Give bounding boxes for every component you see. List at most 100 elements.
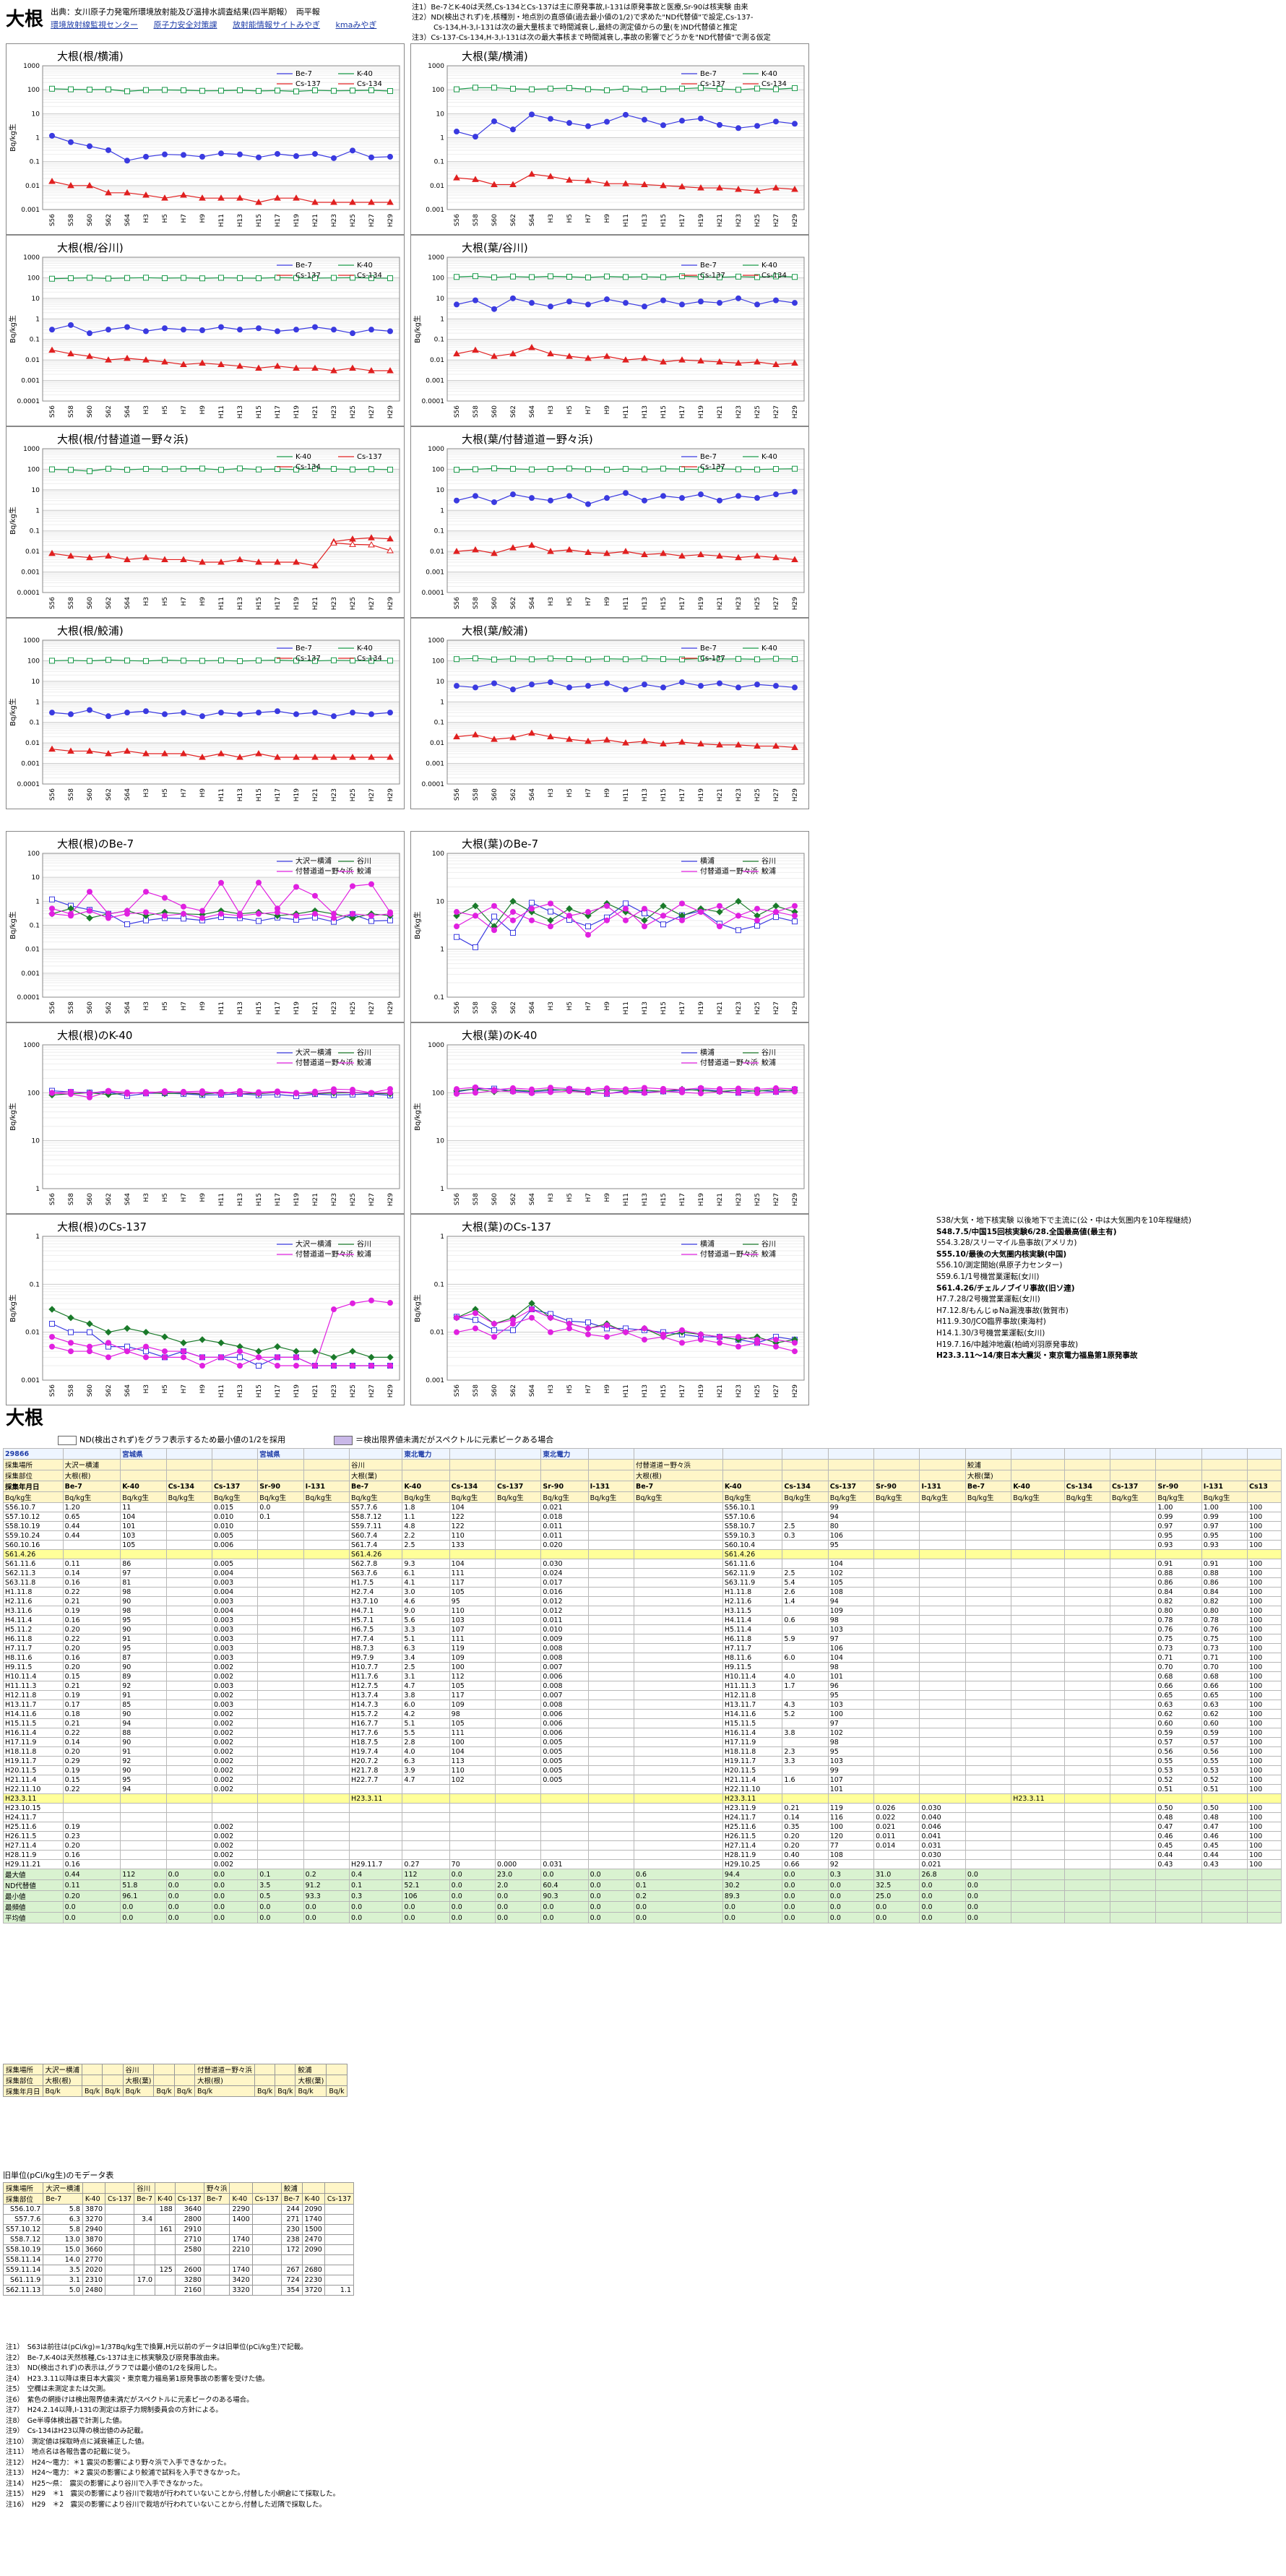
table-cell: Cs13	[1247, 1481, 1282, 1492]
table-cell: 103	[827, 1624, 875, 1634]
data-point	[330, 199, 337, 205]
table-cell	[919, 1728, 966, 1738]
data-point	[548, 116, 553, 122]
table-cell	[134, 2254, 156, 2265]
data-point	[754, 923, 760, 929]
table-cell	[1063, 1775, 1110, 1785]
table-cell: 宮城県	[120, 1448, 167, 1460]
data-point	[472, 493, 478, 499]
table-cell: 112	[449, 1671, 496, 1681]
x-tick-label: H19	[698, 1384, 705, 1397]
data-point	[217, 558, 225, 565]
data-point	[491, 903, 497, 909]
x-tick-label: H21	[312, 1001, 319, 1015]
data-point	[472, 346, 479, 353]
table-cell	[964, 1812, 1012, 1822]
data-point	[86, 353, 93, 359]
source-link-0[interactable]: 環境放射線監視センター	[51, 20, 138, 30]
table-cell	[587, 1803, 634, 1813]
data-point	[792, 1085, 798, 1092]
table-cell: 0.48	[1155, 1812, 1202, 1822]
table-row: H8.11.6 0.16 87 0.003 H9.7.9 3.4 109 0.008 H8.11…	[3, 1653, 1282, 1663]
table-cell: 0.0	[964, 1879, 1012, 1891]
table-cell: 2.5	[402, 1540, 450, 1550]
table-cell	[251, 2275, 282, 2286]
x-tick-label: H27	[773, 788, 780, 801]
data-point	[275, 708, 280, 715]
x-tick-label: S64	[529, 1384, 536, 1397]
table-cell: 113	[449, 1756, 496, 1766]
table-cell: Be-7	[633, 1481, 723, 1492]
table-cell	[155, 2182, 176, 2194]
table-cell	[303, 1643, 350, 1653]
table-cell	[203, 2234, 230, 2245]
table-cell: 172	[280, 2244, 303, 2255]
table-cell: 0.59	[1201, 1728, 1248, 1738]
table-cell: S62.7.8	[349, 1559, 403, 1569]
table-cell	[495, 1587, 542, 1597]
table-row: H15.11.5 0.21 94 0.002 H16.7.7 5.1 105 0.006 H15…	[3, 1718, 1282, 1728]
table-cell	[1109, 1901, 1157, 1913]
table-cell: 0.15	[62, 1775, 121, 1785]
table-cell	[1011, 1831, 1065, 1841]
table-cell: 3640	[174, 2204, 204, 2215]
table-cell: Bq/kg生	[964, 1491, 1012, 1503]
table-cell: 0.20	[62, 1746, 121, 1757]
source-link-1[interactable]: 原子力安全対策課	[153, 20, 217, 30]
table-cell	[919, 1502, 966, 1512]
data-point	[679, 85, 685, 92]
data-point	[528, 171, 535, 177]
table-cell	[722, 1470, 783, 1481]
table-cell: 0.0	[495, 1912, 542, 1924]
x-tick-label: H23	[735, 597, 743, 610]
table-row: H22.11.10 0.22 94 0.002 H22.11.10 101 0.51 0.51…	[3, 1784, 1282, 1794]
data-point	[105, 356, 112, 363]
table-cell	[495, 1709, 542, 1719]
data-point	[274, 194, 281, 201]
data-point	[773, 1085, 779, 1091]
table-cell	[203, 2214, 230, 2225]
table-cell: 0.6	[782, 1615, 829, 1625]
table-cell: 採集年月日	[3, 2085, 43, 2097]
data-point	[87, 87, 92, 93]
table-cell	[1109, 1606, 1157, 1616]
data-point	[566, 905, 573, 913]
table-cell	[120, 1831, 167, 1841]
source-link-3[interactable]: kmaみやぎ	[335, 20, 377, 30]
x-tick-label: H29	[387, 214, 394, 227]
x-tick-label: H27	[773, 1384, 780, 1397]
table-cell	[165, 1822, 212, 1832]
table-cell: 105	[449, 1681, 496, 1691]
data-point	[622, 180, 629, 186]
table-cell: 0.0	[62, 1912, 121, 1924]
table-cell: Bq/k	[153, 2085, 175, 2097]
data-point	[330, 539, 337, 546]
table-cell: Bq/kg生	[873, 1491, 920, 1503]
table-cell: H8.7.3	[349, 1643, 403, 1653]
table-cell	[1011, 1746, 1065, 1757]
table-cell: Be-7	[203, 2193, 230, 2205]
legend-label: Cs-137	[295, 655, 321, 663]
data-point	[585, 123, 591, 129]
data-point	[68, 657, 74, 663]
table-cell	[1063, 1869, 1110, 1880]
table-cell: 4.1	[402, 1577, 450, 1588]
source-link-2[interactable]: 放射能情報サイトみやぎ	[233, 20, 320, 30]
table-cell	[165, 1840, 212, 1851]
table-cell	[1011, 1459, 1065, 1470]
x-tick-label: H23	[331, 1384, 338, 1397]
legend-label: 大沢ー横浦	[295, 1048, 332, 1057]
table-cell	[324, 2275, 355, 2286]
footnote-line: 注4） H23.3.11以降は東日本大震災・東京電力福島第1原発事故の影響を受け…	[6, 2374, 269, 2383]
data-point	[697, 740, 704, 746]
table-cell: 0.80	[1201, 1606, 1248, 1616]
table-cell	[1011, 1448, 1065, 1460]
table-cell	[155, 2285, 176, 2296]
data-point	[162, 151, 168, 158]
data-point	[491, 1327, 497, 1333]
data-point	[472, 1084, 478, 1090]
table-cell: 1.6	[782, 1775, 829, 1785]
table-cell: 94.4	[722, 1869, 783, 1880]
data-point	[641, 917, 648, 924]
